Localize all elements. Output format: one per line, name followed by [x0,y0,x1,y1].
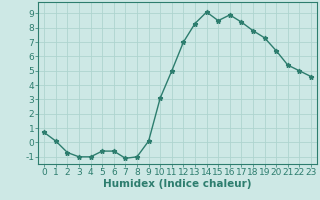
X-axis label: Humidex (Indice chaleur): Humidex (Indice chaleur) [103,179,252,189]
